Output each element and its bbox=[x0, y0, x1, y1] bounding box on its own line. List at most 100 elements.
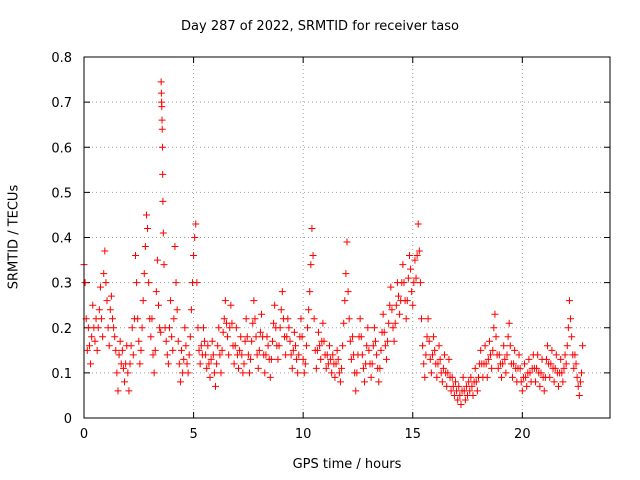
data-point bbox=[386, 301, 394, 309]
data-point bbox=[391, 319, 399, 327]
data-point bbox=[186, 333, 194, 341]
data-point bbox=[112, 346, 120, 354]
data-point bbox=[300, 369, 308, 377]
y-tick-label: 0.6 bbox=[51, 141, 72, 156]
data-point bbox=[347, 355, 355, 363]
data-point bbox=[518, 387, 526, 395]
data-point bbox=[182, 342, 190, 350]
data-point bbox=[91, 337, 99, 345]
data-point bbox=[129, 351, 137, 359]
data-point bbox=[491, 310, 499, 318]
data-point bbox=[455, 382, 463, 390]
data-point bbox=[190, 252, 198, 260]
data-point bbox=[434, 360, 442, 368]
data-point bbox=[256, 328, 264, 336]
data-point bbox=[459, 373, 467, 381]
data-point bbox=[369, 342, 377, 350]
data-point bbox=[544, 342, 552, 350]
data-point bbox=[552, 351, 560, 359]
data-point bbox=[170, 315, 178, 323]
data-point bbox=[515, 351, 523, 359]
data-point bbox=[152, 288, 160, 296]
data-point bbox=[445, 355, 453, 363]
grid-lines bbox=[84, 57, 610, 418]
data-point bbox=[419, 342, 427, 350]
data-point bbox=[244, 351, 252, 359]
data-point bbox=[368, 360, 376, 368]
data-point bbox=[137, 346, 145, 354]
data-point bbox=[167, 297, 175, 305]
data-point bbox=[483, 373, 491, 381]
data-point bbox=[341, 297, 349, 305]
data-point bbox=[405, 252, 413, 260]
y-tick-label: 0.3 bbox=[51, 277, 72, 292]
data-point bbox=[298, 333, 306, 341]
data-point bbox=[252, 333, 260, 341]
data-point bbox=[217, 369, 225, 377]
data-point bbox=[185, 351, 193, 359]
data-point bbox=[364, 324, 372, 332]
data-point bbox=[423, 333, 431, 341]
data-point bbox=[338, 364, 346, 372]
data-point bbox=[212, 382, 219, 390]
data-point bbox=[414, 220, 422, 228]
data-point bbox=[441, 351, 449, 359]
data-point bbox=[536, 382, 544, 390]
data-point bbox=[316, 342, 324, 350]
data-point bbox=[158, 116, 166, 124]
data-point bbox=[306, 288, 314, 296]
data-point bbox=[262, 351, 270, 359]
data-point bbox=[410, 279, 418, 287]
data-point bbox=[275, 342, 283, 350]
data-point bbox=[231, 342, 239, 350]
data-point bbox=[407, 265, 415, 273]
data-point bbox=[118, 346, 126, 354]
data-point bbox=[164, 360, 172, 368]
x-tick-label: 10 bbox=[295, 427, 312, 442]
data-point bbox=[399, 261, 407, 269]
data-point bbox=[334, 355, 342, 363]
data-point bbox=[385, 319, 393, 327]
data-point bbox=[487, 351, 495, 359]
data-point bbox=[258, 310, 266, 318]
data-point bbox=[481, 342, 489, 350]
data-point bbox=[502, 369, 510, 377]
data-point bbox=[147, 333, 155, 341]
data-point bbox=[193, 279, 201, 287]
data-point bbox=[332, 360, 340, 368]
data-point bbox=[563, 342, 571, 350]
data-point bbox=[309, 252, 317, 260]
data-point bbox=[404, 274, 412, 282]
data-point bbox=[376, 364, 384, 372]
data-point bbox=[162, 337, 170, 345]
data-point bbox=[134, 315, 142, 323]
data-point bbox=[342, 270, 350, 278]
data-point bbox=[237, 333, 245, 341]
data-point bbox=[276, 324, 284, 332]
data-point bbox=[408, 288, 416, 296]
data-point bbox=[247, 355, 255, 363]
data-point bbox=[503, 351, 511, 359]
data-point bbox=[498, 373, 506, 381]
data-point bbox=[361, 378, 369, 386]
data-point bbox=[197, 342, 205, 350]
data-point bbox=[339, 342, 347, 350]
data-point bbox=[438, 378, 446, 386]
data-point bbox=[561, 351, 569, 359]
data-point bbox=[329, 351, 337, 359]
data-point bbox=[533, 364, 541, 372]
data-point bbox=[249, 319, 257, 327]
data-point bbox=[371, 337, 379, 345]
data-point bbox=[235, 364, 243, 372]
data-point bbox=[150, 369, 158, 377]
data-point bbox=[184, 369, 192, 377]
data-point bbox=[141, 243, 149, 251]
data-point bbox=[522, 373, 530, 381]
data-point bbox=[227, 301, 235, 309]
data-point bbox=[505, 319, 513, 327]
data-point bbox=[431, 346, 439, 354]
data-point bbox=[142, 211, 150, 219]
y-tick-label: 0.7 bbox=[51, 96, 72, 111]
data-point bbox=[304, 324, 312, 332]
data-point bbox=[384, 337, 392, 345]
